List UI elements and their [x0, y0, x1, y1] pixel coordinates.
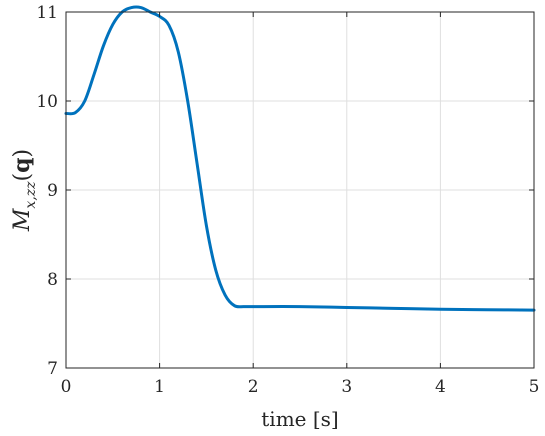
y-axis-title-close-paren: ) — [10, 149, 35, 158]
y-axis-title-argument: q — [9, 157, 35, 172]
series-line — [64, 5, 536, 312]
x-tick-label: 2 — [248, 377, 259, 397]
y-tick-label: 11 — [36, 3, 58, 23]
x-axis-title: time [s] — [261, 407, 338, 431]
y-axis-title: Mx,zz(q) — [9, 149, 39, 232]
y-tick-label: 8 — [47, 270, 58, 290]
x-tick-label: 0 — [61, 377, 72, 397]
series-group — [64, 5, 536, 312]
ticks: 0 1 2 3 4 5 7 8 9 10 11 — [36, 3, 539, 397]
x-tick-label: 3 — [341, 377, 352, 397]
y-tick-label: 10 — [36, 92, 58, 112]
y-tick-label: 9 — [47, 181, 58, 201]
y-axis-title-symbol: M — [10, 208, 35, 232]
x-tick-label: 1 — [154, 377, 165, 397]
y-tick-label: 7 — [47, 359, 58, 379]
x-tick-label: 4 — [435, 377, 446, 397]
x-tick-label: 5 — [529, 377, 540, 397]
y-axis-title-open-paren: ( — [10, 173, 35, 182]
y-axis-title-subscript: x,zz — [23, 181, 39, 209]
svg-text:Mx,zz(q): Mx,zz(q) — [9, 149, 39, 232]
